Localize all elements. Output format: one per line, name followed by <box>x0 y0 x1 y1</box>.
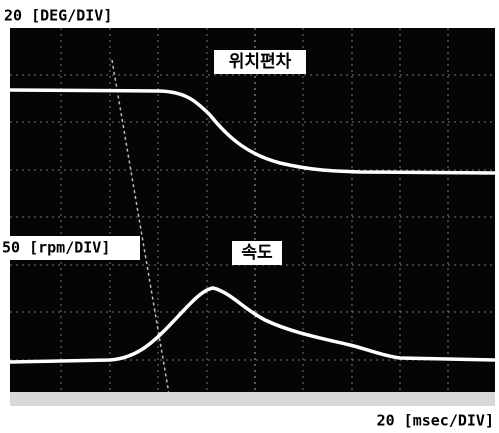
time-scale-label: 20 [msec/DIV] <box>377 412 494 430</box>
top-scale-label: 20 [DEG/DIV] <box>4 7 112 25</box>
bottom-trace-label: 속도 <box>241 243 273 263</box>
top-trace-label: 위치편차 <box>229 52 292 72</box>
oscilloscope-screen: 20 [DEG/DIV] 위치편차 50 [rpm/DIV] 속도 20 [ms… <box>0 0 499 433</box>
bottom-band <box>10 392 495 406</box>
bottom-scale-label: 50 [rpm/DIV] <box>2 239 110 257</box>
